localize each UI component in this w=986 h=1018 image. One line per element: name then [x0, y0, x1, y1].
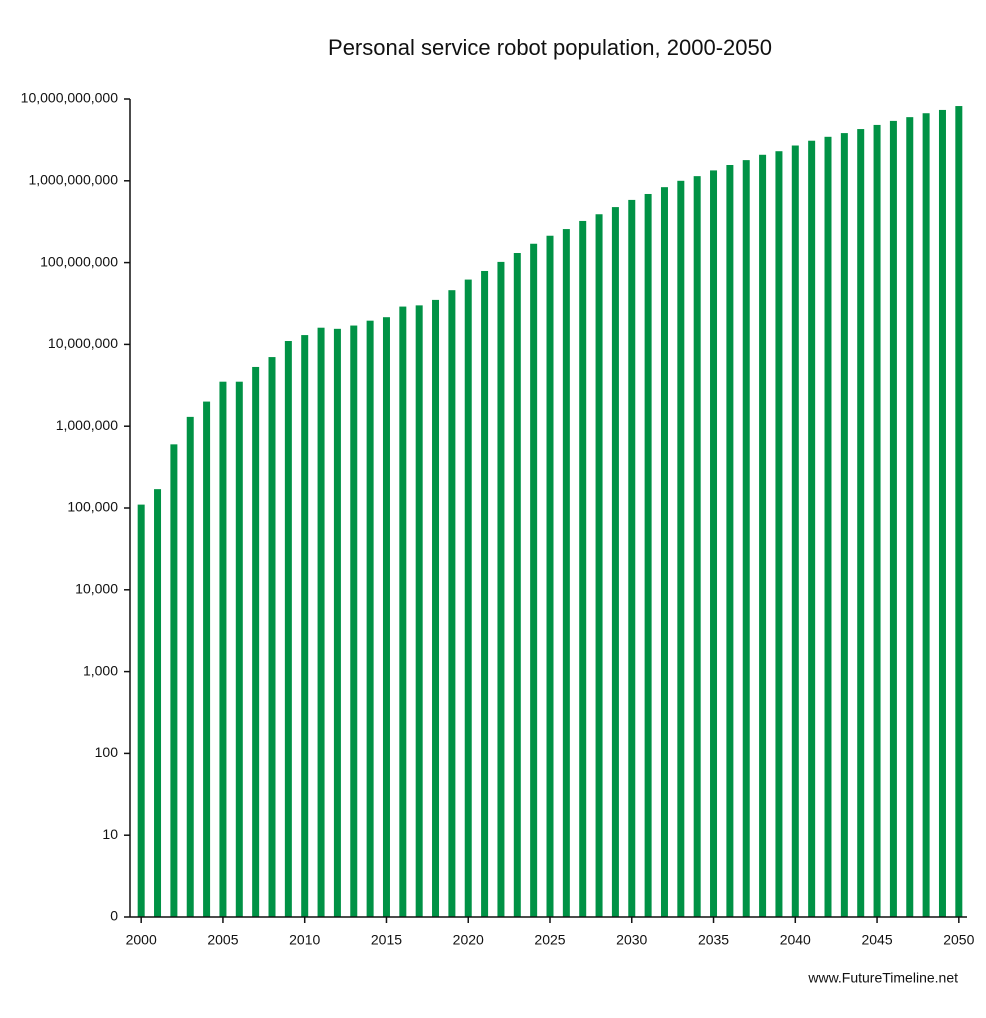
bar — [726, 165, 734, 917]
bar — [677, 180, 685, 918]
x-tick-label: 2010 — [289, 932, 320, 948]
bar — [938, 109, 946, 918]
x-tick-label: 2000 — [126, 932, 157, 948]
bar — [710, 170, 718, 917]
bar — [693, 176, 701, 917]
x-tick-label: 2020 — [453, 932, 484, 948]
bar — [808, 140, 816, 918]
bar — [660, 187, 668, 918]
bar — [219, 381, 227, 918]
bar — [415, 305, 423, 918]
x-tick-label: 2030 — [616, 932, 647, 948]
bar — [824, 136, 832, 917]
bar — [235, 381, 243, 918]
x-tick-label: 2005 — [207, 932, 238, 948]
bar — [317, 327, 325, 917]
chart-title: Personal service robot population, 2000-… — [328, 35, 772, 60]
bar — [791, 145, 799, 917]
bar — [775, 151, 783, 917]
bar — [857, 129, 865, 917]
x-tick-label: 2025 — [534, 932, 565, 948]
x-tick-label: 2035 — [698, 932, 729, 948]
bar — [595, 214, 603, 917]
bar — [268, 357, 276, 917]
y-tick-label: 0 — [110, 908, 118, 924]
bar — [530, 243, 538, 918]
y-tick-label: 1,000,000,000 — [28, 172, 118, 188]
x-tick-label: 2015 — [371, 932, 402, 948]
bar — [955, 106, 963, 917]
y-tick-label: 10,000,000 — [48, 335, 118, 351]
x-tick-label: 2045 — [861, 932, 892, 948]
bar — [497, 261, 505, 918]
x-tick-label: 2040 — [780, 932, 811, 948]
bar — [628, 199, 636, 918]
bar — [154, 489, 162, 917]
bar — [252, 366, 260, 917]
bar — [513, 253, 521, 917]
bar — [644, 193, 652, 917]
bar — [170, 444, 178, 917]
y-tick-label: 1,000,000 — [56, 417, 118, 433]
bar — [399, 306, 407, 918]
bar — [186, 416, 194, 917]
bar — [382, 317, 390, 917]
bar — [481, 270, 489, 917]
bar — [906, 117, 914, 918]
bar — [742, 160, 750, 917]
bar — [366, 320, 374, 917]
bar — [203, 401, 211, 917]
y-tick-label: 1,000 — [83, 662, 118, 678]
source-note: www.FutureTimeline.net — [807, 970, 958, 986]
bar — [432, 299, 440, 917]
bar — [889, 120, 897, 917]
y-tick-label: 10,000 — [75, 581, 118, 597]
bar — [611, 207, 619, 918]
y-tick-label: 10,000,000,000 — [21, 90, 119, 106]
bar — [284, 341, 292, 918]
bar — [448, 290, 456, 917]
bar — [873, 124, 881, 917]
x-tick-label: 2050 — [943, 932, 974, 948]
bar — [922, 113, 930, 918]
bar — [137, 504, 145, 917]
y-tick-label: 100,000,000 — [40, 253, 118, 269]
bar — [464, 279, 472, 917]
bar — [546, 235, 554, 918]
bar — [759, 154, 767, 918]
bar — [579, 220, 587, 917]
bar — [350, 325, 358, 917]
y-tick-label: 100,000 — [67, 499, 118, 515]
y-tick-label: 10 — [102, 826, 118, 842]
bar — [301, 335, 309, 917]
bar — [333, 328, 341, 917]
y-tick-label: 100 — [95, 744, 119, 760]
bar — [840, 133, 848, 917]
bar — [562, 229, 570, 917]
